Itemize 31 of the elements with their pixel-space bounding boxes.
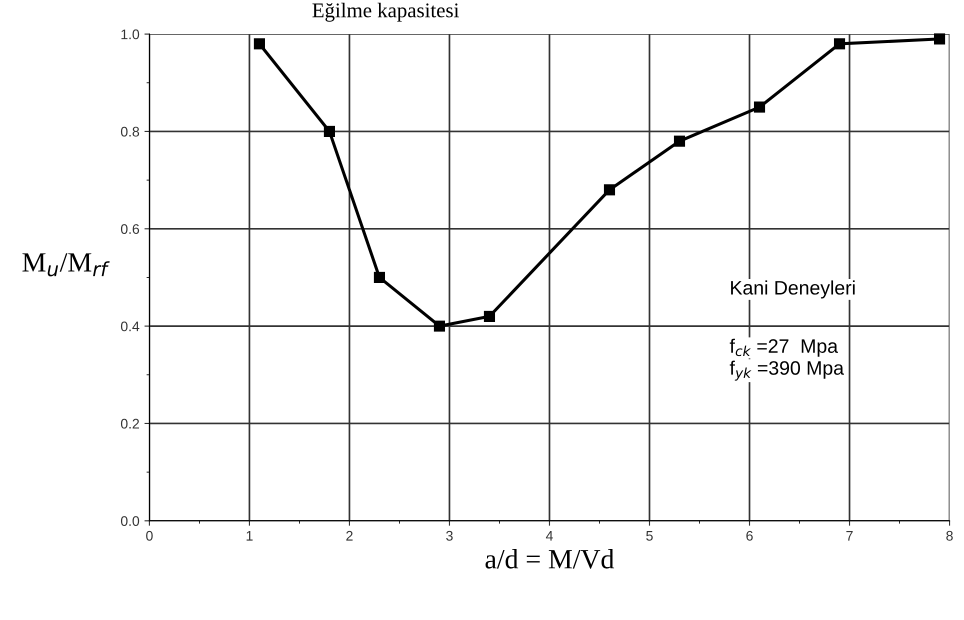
y-tick-label: 0.8 — [120, 126, 140, 137]
point — [434, 320, 446, 332]
y-tick-label: 0.2 — [120, 418, 139, 429]
x-axis-title: a/d = M/Vd — [486, 549, 614, 569]
x-tick-label: 2 — [346, 530, 353, 541]
x-tick-label: 0 — [146, 530, 153, 541]
point — [324, 126, 336, 137]
point — [254, 38, 265, 50]
x-tick-label: 4 — [546, 531, 553, 541]
point — [484, 310, 496, 322]
x-tick-label: 3 — [446, 530, 453, 541]
point — [374, 272, 386, 284]
point — [754, 102, 766, 113]
x-tick-label: 8 — [946, 530, 953, 541]
point — [674, 136, 686, 147]
y-tick-label: 0.6 — [120, 224, 140, 234]
y-tick-label: 0.0 — [120, 516, 140, 526]
y-tick-label: 0.4 — [120, 321, 140, 332]
x-tick-label: 6 — [746, 530, 753, 541]
x-tick-label: 7 — [846, 531, 853, 541]
x-tick-label: 1 — [246, 531, 253, 541]
chart-title: Eğilme kapasitesi — [312, 2, 459, 22]
y-axis-title: M$_{u}$/M$_{rf}$ — [22, 253, 110, 276]
y-tick-label: 1.0 — [121, 29, 140, 40]
point — [834, 38, 846, 50]
annotation: f$_{ck}$ =27 Mpa — [730, 338, 838, 357]
point — [604, 184, 616, 196]
annotation: f$_{yk}$ =390 Mpa — [730, 360, 844, 381]
point — [934, 33, 946, 45]
annotation: Kani Deneyleri — [731, 280, 855, 299]
x-tick-label: 5 — [646, 531, 653, 541]
